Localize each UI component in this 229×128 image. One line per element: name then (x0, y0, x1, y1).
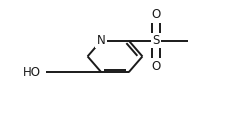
Text: O: O (151, 60, 160, 73)
Text: HO: HO (23, 66, 41, 79)
Text: N: N (96, 34, 105, 47)
Text: O: O (151, 8, 160, 21)
Text: S: S (152, 34, 159, 47)
